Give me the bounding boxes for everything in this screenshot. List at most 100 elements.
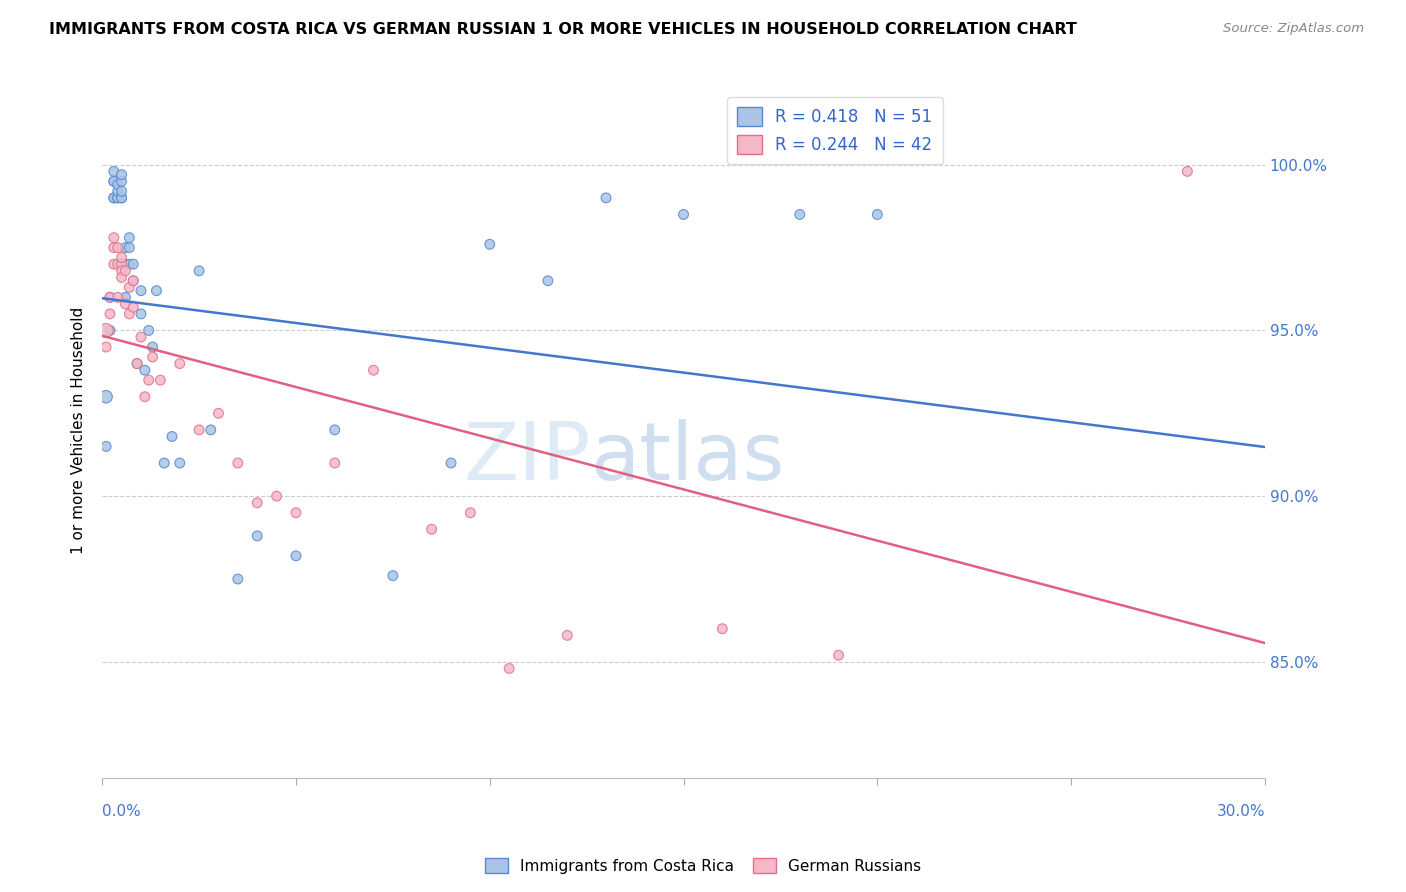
Point <box>122 274 145 288</box>
Point <box>114 297 136 311</box>
Point <box>246 496 269 510</box>
Point <box>103 164 125 178</box>
Point <box>114 290 136 304</box>
Point <box>98 323 121 337</box>
Y-axis label: 1 or more Vehicles in Household: 1 or more Vehicles in Household <box>72 306 86 554</box>
Point <box>226 456 249 470</box>
Point <box>122 257 145 271</box>
Point <box>107 290 129 304</box>
Point <box>323 456 346 470</box>
Point <box>98 307 121 321</box>
Point <box>118 307 141 321</box>
Point <box>98 290 121 304</box>
Point <box>103 230 125 244</box>
Point <box>110 257 132 271</box>
Point <box>537 274 560 288</box>
Point <box>110 191 132 205</box>
Text: IMMIGRANTS FROM COSTA RICA VS GERMAN RUSSIAN 1 OR MORE VEHICLES IN HOUSEHOLD COR: IMMIGRANTS FROM COSTA RICA VS GERMAN RUS… <box>49 22 1077 37</box>
Point <box>226 572 249 586</box>
Point <box>118 230 141 244</box>
Point <box>103 174 125 188</box>
Point <box>134 390 156 404</box>
Point <box>94 390 117 404</box>
Point <box>138 323 160 337</box>
Text: Source: ZipAtlas.com: Source: ZipAtlas.com <box>1223 22 1364 36</box>
Point <box>107 191 129 205</box>
Point <box>107 184 129 198</box>
Point <box>498 661 520 675</box>
Point <box>207 406 229 420</box>
Point <box>142 350 165 364</box>
Point <box>103 241 125 255</box>
Point <box>103 174 125 188</box>
Point <box>129 330 152 344</box>
Point <box>323 423 346 437</box>
Point <box>188 423 211 437</box>
Text: atlas: atlas <box>591 418 785 497</box>
Legend: Immigrants from Costa Rica, German Russians: Immigrants from Costa Rica, German Russi… <box>479 852 927 880</box>
Point <box>127 357 149 371</box>
Point <box>138 373 160 387</box>
Point <box>460 506 482 520</box>
Point <box>789 207 811 221</box>
Point <box>110 184 132 198</box>
Point <box>122 274 145 288</box>
Point <box>110 168 132 182</box>
Point <box>134 363 156 377</box>
Point <box>110 174 132 188</box>
Point <box>107 241 129 255</box>
Point <box>122 300 145 314</box>
Point <box>1175 164 1198 178</box>
Point <box>827 648 849 663</box>
Point <box>118 280 141 294</box>
Point <box>94 440 117 454</box>
Point <box>114 241 136 255</box>
Point <box>142 340 165 354</box>
Point <box>129 307 152 321</box>
Point <box>160 429 183 443</box>
Point <box>595 191 617 205</box>
Point <box>114 264 136 278</box>
Point <box>285 549 308 563</box>
Point <box>94 323 117 337</box>
Point <box>118 241 141 255</box>
Point <box>149 373 172 387</box>
Point <box>363 363 385 377</box>
Point <box>107 257 129 271</box>
Point <box>285 506 308 520</box>
Text: 30.0%: 30.0% <box>1216 805 1265 820</box>
Point <box>478 237 501 252</box>
Point <box>110 251 132 265</box>
Point <box>711 622 734 636</box>
Text: ZIP: ZIP <box>463 418 591 497</box>
Text: 0.0%: 0.0% <box>103 805 141 820</box>
Point <box>110 191 132 205</box>
Point <box>672 207 695 221</box>
Point <box>94 340 117 354</box>
Legend: R = 0.418   N = 51, R = 0.244   N = 42: R = 0.418 N = 51, R = 0.244 N = 42 <box>727 97 942 164</box>
Point <box>169 456 191 470</box>
Point <box>107 178 129 192</box>
Point <box>127 357 149 371</box>
Point <box>866 207 889 221</box>
Point <box>114 257 136 271</box>
Point <box>246 529 269 543</box>
Point <box>118 257 141 271</box>
Point <box>103 191 125 205</box>
Point <box>98 290 121 304</box>
Point <box>153 456 176 470</box>
Point <box>110 270 132 285</box>
Point <box>381 568 404 582</box>
Point <box>420 522 443 536</box>
Point <box>110 264 132 278</box>
Point <box>145 284 167 298</box>
Point <box>200 423 222 437</box>
Point <box>440 456 463 470</box>
Point <box>555 628 578 642</box>
Point <box>169 357 191 371</box>
Point <box>188 264 211 278</box>
Point <box>129 284 152 298</box>
Point <box>107 191 129 205</box>
Point <box>103 257 125 271</box>
Point <box>266 489 288 503</box>
